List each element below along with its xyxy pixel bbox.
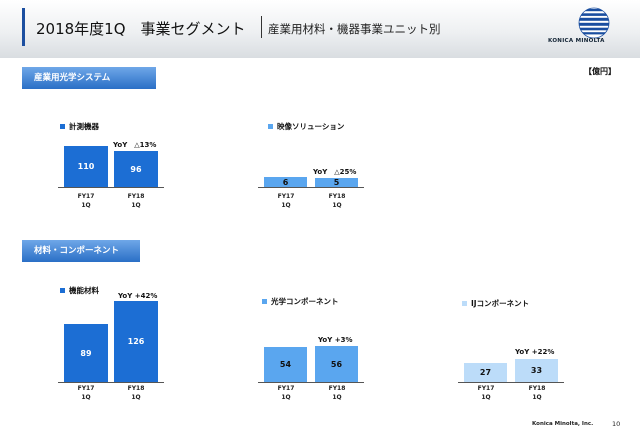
bar-measuring-fy17: 110 — [64, 146, 108, 187]
legend-label: 光学コンポーネント — [271, 297, 339, 306]
page-subtitle: 産業用材料・機器事業ユニット別 — [268, 22, 441, 36]
legend-functional: 機能材料 — [60, 285, 99, 296]
section-tab-materials-components: 材料・コンポーネント — [22, 240, 140, 262]
tick-text: FY18 — [127, 193, 145, 200]
konica-minolta-logo-icon — [578, 7, 610, 39]
page-title: 2018年度1Q 事業セグメント — [36, 20, 246, 38]
footer-company: Konica Minolta, Inc. — [532, 421, 594, 427]
tick-text: 1Q — [281, 393, 291, 401]
legend-ij-components: IJコンポーネント — [462, 298, 529, 309]
tick-fy17: FY17 1Q — [71, 385, 101, 402]
tick-text: FY17 — [77, 193, 95, 200]
axis-baseline — [58, 187, 164, 188]
legend-optical-components: 光学コンポーネント — [262, 296, 339, 307]
bar-ij-components-fy17: 27 — [464, 363, 507, 382]
legend-label: 計測機器 — [69, 122, 99, 131]
tick-text: 1Q — [81, 201, 91, 209]
tick-text: 1Q — [332, 201, 342, 209]
bar-functional-fy18: 126 — [114, 301, 158, 382]
legend-measuring: 計測機器 — [60, 121, 99, 132]
legend-imaging: 映像ソリューション — [268, 121, 344, 132]
tick-text: FY18 — [127, 385, 145, 392]
tick-fy18: FY18 1Q — [322, 193, 352, 210]
tick-fy18: FY18 1Q — [322, 385, 352, 402]
tick-text: 1Q — [481, 393, 491, 401]
bar-optical-components-fy17: 54 — [264, 347, 307, 382]
legend-label: 映像ソリューション — [277, 122, 345, 131]
tick-text: 1Q — [81, 393, 91, 401]
bar-ij-components-fy18: 33 — [515, 359, 558, 382]
tick-fy17: FY17 1Q — [271, 385, 301, 402]
header-band — [0, 0, 640, 58]
tick-text: FY17 — [77, 385, 95, 392]
legend-label: IJコンポーネント — [471, 299, 530, 308]
axis-baseline — [258, 187, 364, 188]
axis-baseline — [258, 382, 364, 383]
unit-label: 【億円】 — [584, 67, 616, 76]
yoy-measuring: YoY △13% — [113, 141, 157, 149]
yoy-imaging: YoY △25% — [313, 168, 357, 176]
bar-measuring-fy18: 96 — [114, 151, 158, 187]
legend-swatch — [462, 301, 467, 306]
tick-text: FY18 — [328, 385, 346, 392]
axis-baseline — [58, 382, 164, 383]
tick-text: 1Q — [332, 393, 342, 401]
tick-text: FY17 — [477, 385, 495, 392]
tick-text: FY17 — [277, 385, 295, 392]
legend-swatch — [262, 299, 267, 304]
tick-text: 1Q — [131, 201, 141, 209]
bar-optical-components-fy18: 56 — [315, 346, 358, 382]
tick-fy18: FY18 1Q — [121, 385, 151, 402]
legend-swatch — [268, 124, 273, 129]
tick-text: FY18 — [328, 193, 346, 200]
bar-functional-fy17: 89 — [64, 324, 108, 382]
tick-fy17: FY17 1Q — [471, 385, 501, 402]
bar-imaging-fy18: 5 — [315, 178, 358, 187]
tick-text: 1Q — [532, 393, 542, 401]
axis-baseline — [458, 382, 564, 383]
tick-fy18: FY18 1Q — [121, 193, 151, 210]
section-tab-optical-systems: 産業用光学システム — [22, 67, 156, 89]
tick-fy18: FY18 1Q — [522, 385, 552, 402]
legend-label: 機能材料 — [69, 286, 99, 295]
tick-fy17: FY17 1Q — [71, 193, 101, 210]
tick-text: FY18 — [528, 385, 546, 392]
header-accent-bar — [22, 8, 25, 46]
tick-text: 1Q — [131, 393, 141, 401]
bar-imaging-fy17: 6 — [264, 177, 307, 187]
page-number: 10 — [612, 420, 621, 428]
legend-swatch — [60, 124, 65, 129]
tick-fy17: FY17 1Q — [271, 193, 301, 210]
title-separator — [261, 16, 262, 38]
tick-text: FY17 — [277, 193, 295, 200]
legend-swatch — [60, 288, 65, 293]
yoy-ij-components: YoY +22% — [515, 348, 555, 356]
tick-text: 1Q — [281, 201, 291, 209]
yoy-optical-components: YoY +3% — [318, 336, 353, 344]
yoy-functional: YoY +42% — [118, 292, 158, 300]
logo-wordmark: KONICA MINOLTA — [548, 38, 605, 44]
